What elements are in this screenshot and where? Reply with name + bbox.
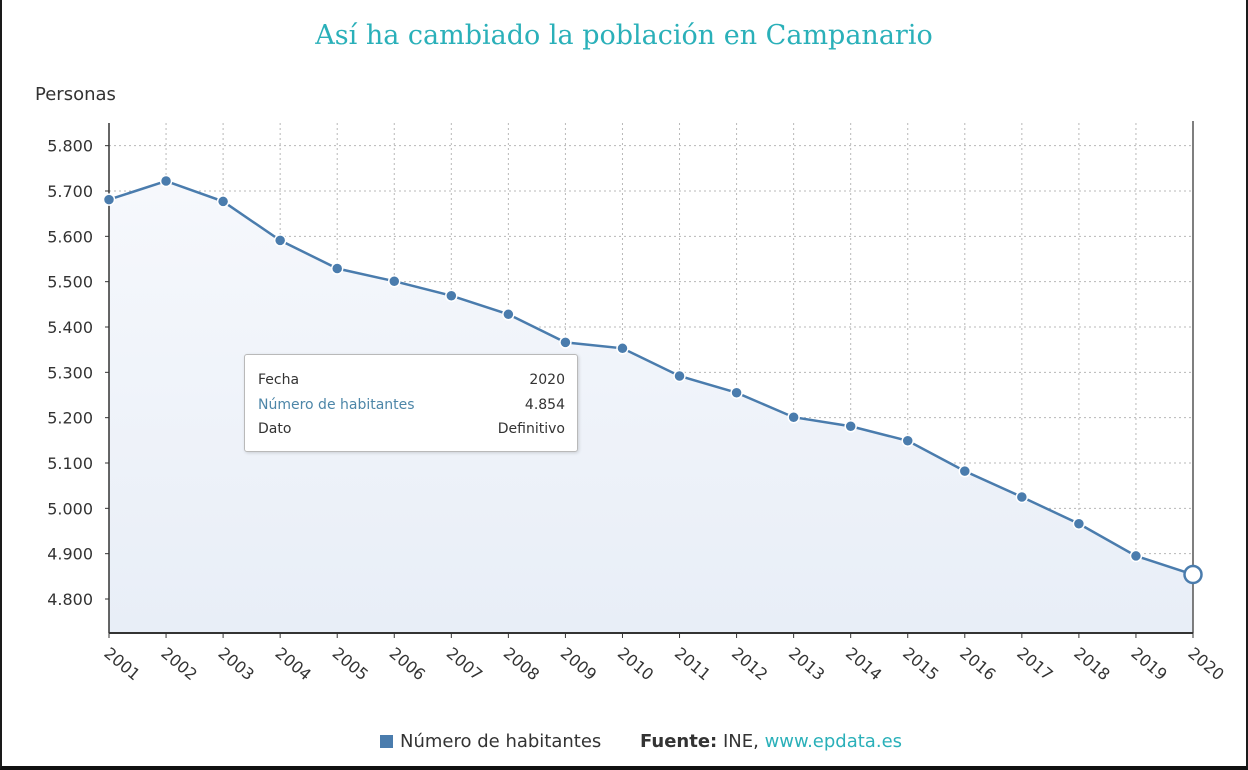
x-tick-label: 2005: [329, 644, 372, 685]
x-tick-label: 2001: [100, 644, 143, 685]
data-point-2003[interactable]: [216, 195, 230, 208]
data-point-2004[interactable]: [273, 234, 287, 247]
chart-footer: Número de habitantes Fuente: INE, www.ep…: [0, 731, 1248, 757]
data-point-2016[interactable]: [958, 464, 972, 478]
x-tick-label: 2011: [671, 644, 714, 685]
data-point-2008[interactable]: [502, 308, 515, 321]
y-tick-label: 5.600: [47, 227, 93, 246]
x-tick-labels: 2001 2002 2003 2004 2005 2006 2007 2008 2009 2010…: [100, 644, 1227, 685]
legend-swatch: [380, 735, 393, 748]
source-link[interactable]: www.epdata.es: [764, 731, 903, 752]
y-tick-labels: 4.800 4.900 5.000 5.100 5.200 5.300 5.400 5.500…: [47, 137, 93, 609]
data-point-2002[interactable]: [159, 174, 173, 188]
x-tick-label: 2013: [785, 644, 828, 685]
data-point-2009[interactable]: [559, 336, 572, 349]
y-tick-label: 5.800: [47, 137, 93, 156]
x-tick-label: 2002: [157, 644, 200, 685]
data-tooltip: Fecha 2020 Número de habitantes 4.854 Da…: [244, 354, 578, 452]
y-axis-label: Personas: [35, 84, 116, 105]
data-point-2006[interactable]: [388, 274, 401, 288]
y-tick-label: 5.000: [47, 499, 93, 518]
x-tick-label: 2010: [614, 644, 657, 685]
tooltip-row-date: Fecha 2020: [258, 370, 565, 390]
x-tick-label: 2016: [956, 644, 999, 685]
tooltip-value-date: 2020: [529, 372, 565, 388]
data-point-2012[interactable]: [730, 386, 743, 399]
data-point-2017[interactable]: [1015, 490, 1029, 504]
series-area: [109, 181, 1193, 633]
x-tick-label: 2019: [1127, 644, 1170, 685]
data-point-2001[interactable]: [102, 193, 116, 206]
data-point-2014[interactable]: [844, 420, 857, 433]
data-points: [102, 174, 1203, 585]
y-tick-label: 5.400: [47, 318, 93, 337]
data-point-2018[interactable]: [1072, 517, 1086, 530]
y-tick-label: 5.300: [47, 363, 93, 382]
y-tick-label: 4.900: [47, 545, 93, 564]
x-tick-label: 2020: [1184, 644, 1227, 685]
x-tick-label: 2009: [557, 644, 600, 685]
x-tick-label: 2018: [1070, 644, 1113, 685]
tooltip-row-data-type: Dato Definitivo: [258, 419, 565, 439]
source-name: INE,: [717, 731, 765, 752]
y-tick-label: 5.200: [47, 409, 93, 428]
x-tick-label: 2014: [842, 644, 885, 685]
y-tick-label: 5.700: [47, 182, 93, 201]
x-tick-label: 2006: [386, 644, 429, 685]
tooltip-label-population: Número de habitantes: [258, 397, 415, 413]
x-tick-label: 2017: [1013, 644, 1056, 685]
x-tick-label: 2004: [272, 644, 315, 685]
y-tick-label: 4.800: [47, 590, 93, 609]
data-point-2011[interactable]: [673, 369, 686, 383]
x-tick-label: 2015: [899, 644, 942, 685]
y-tick-label: 5.100: [47, 454, 93, 473]
source-prefix: Fuente:: [640, 731, 718, 752]
tooltip-label-data-type: Dato: [258, 421, 292, 437]
data-point-2013[interactable]: [787, 410, 800, 424]
tooltip-value-population: 4.854: [524, 397, 565, 413]
tooltip-value-data-type: Definitivo: [497, 421, 565, 437]
axes: [105, 121, 1194, 638]
x-tick-label: 2012: [728, 644, 771, 685]
y-tick-label: 5.500: [47, 273, 93, 292]
series-line: [108, 179, 1194, 576]
chart-title: Así ha cambiado la población en Campanar…: [315, 20, 933, 51]
data-point-2005[interactable]: [330, 262, 344, 275]
data-point-2007[interactable]: [445, 289, 458, 302]
data-point-2010[interactable]: [616, 342, 629, 355]
data-point-2020[interactable]: [1183, 564, 1203, 585]
source-credit: Fuente: INE, www.epdata.es: [640, 731, 902, 752]
x-tick-label: 2008: [500, 644, 543, 685]
tooltip-label-date: Fecha: [258, 372, 300, 388]
data-point-2019[interactable]: [1129, 549, 1143, 563]
x-tick-label: 2003: [215, 644, 258, 685]
legend-label: Número de habitantes: [400, 731, 602, 752]
data-point-2015[interactable]: [901, 434, 914, 448]
x-tick-label: 2007: [443, 644, 486, 685]
tooltip-row-population: Número de habitantes 4.854: [258, 395, 565, 415]
legend[interactable]: Número de habitantes: [380, 731, 601, 752]
